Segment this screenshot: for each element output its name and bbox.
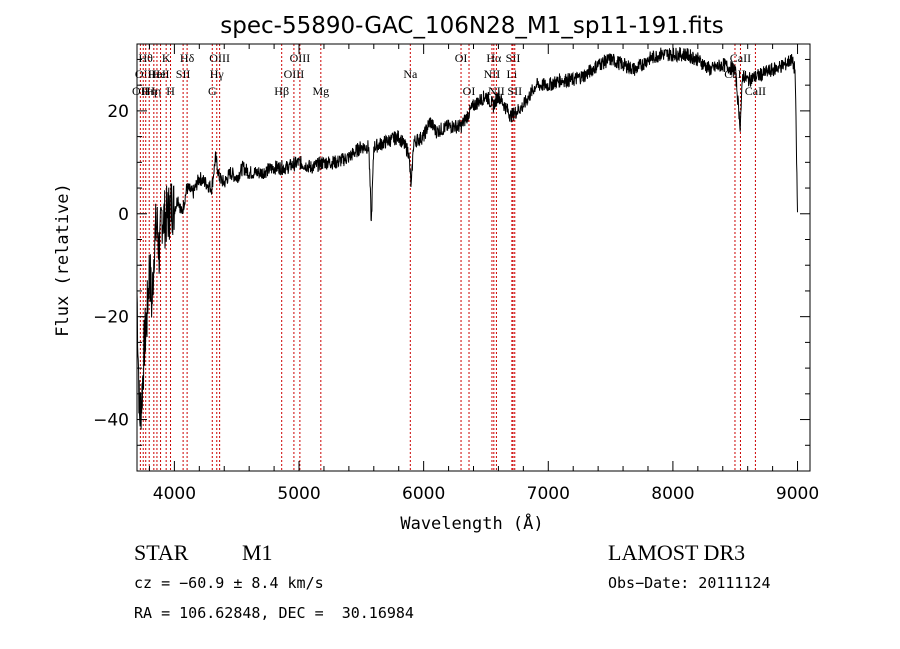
line-label-12: Hγ	[210, 67, 225, 81]
object-subclass: M1	[242, 540, 273, 565]
y-tick-label-2: 0	[118, 205, 129, 225]
line-label-17: Mg	[312, 84, 329, 98]
line-label-5: HeI	[148, 67, 166, 81]
y-tick-label-0: −40	[93, 411, 129, 431]
x-tick-label-0: 4000	[153, 484, 196, 504]
line-label-15: OIII	[284, 67, 305, 81]
line-label-22: Hα	[486, 51, 502, 65]
y-axis-label: Flux (relative)	[53, 183, 73, 337]
line-label-20: OI	[463, 84, 476, 98]
x-axis-label: Wavelength (Å)	[400, 512, 543, 534]
line-label-25: SII	[506, 51, 521, 65]
chart-title: spec-55890-GAC_106N28_M1_sp11-191.fits	[220, 13, 723, 39]
x-tick-label-5: 9000	[776, 484, 819, 504]
line-label-24: Li	[507, 67, 518, 81]
observation-date: Obs−Date: 20111124	[608, 574, 771, 592]
line-label-6: HeI	[152, 67, 170, 81]
x-tick-label-1: 5000	[277, 484, 320, 504]
coordinates: RA = 106.62848, DEC = 30.16984	[134, 604, 414, 622]
line-label-9: SII	[176, 67, 191, 81]
line-label-28: CaII	[730, 51, 751, 65]
line-label-10: Hδ	[180, 51, 195, 65]
plot-axes: 4000 5000 6000 7000 8000 9000 −40 −20 0 20	[93, 43, 819, 504]
line-label-14: Hβ	[274, 84, 289, 98]
line-label-4: Hη	[146, 84, 161, 98]
line-label-3: Hη	[142, 84, 157, 98]
line-label-8: H	[166, 84, 175, 98]
x-tick-label-4: 8000	[651, 484, 694, 504]
line-label-29: CaII	[745, 84, 766, 98]
x-tick-label-3: 7000	[527, 484, 570, 504]
line-label-11: G	[208, 84, 217, 98]
line-label-0: OII	[132, 84, 149, 98]
spectrum-series	[136, 47, 798, 430]
spectrum-line	[136, 47, 798, 430]
object-class: STAR	[134, 540, 189, 565]
spectral-line-markers: OIIOIIHθHηHηHeIHeIKHSIIHδGHγOIIIHβOIIIOI…	[132, 44, 766, 471]
y-tick-label-3: 20	[107, 102, 129, 122]
line-label-1: OII	[135, 67, 152, 81]
line-label-7: K	[162, 51, 171, 65]
y-tick-label-1: −20	[93, 308, 129, 328]
line-label-13: OIII	[209, 51, 230, 65]
line-label-23: NII	[488, 84, 505, 98]
x-tick-label-2: 6000	[402, 484, 445, 504]
line-label-21: NII	[484, 67, 501, 81]
survey-name: LAMOST DR3	[608, 540, 746, 565]
line-label-16: OIII	[290, 51, 311, 65]
line-label-2: Hθ	[139, 51, 154, 65]
line-label-26: SII	[507, 84, 522, 98]
line-label-19: OI	[455, 51, 468, 65]
line-label-18: Na	[403, 67, 418, 81]
redshift-cz: cz = −60.9 ± 8.4 km/s	[134, 574, 324, 592]
